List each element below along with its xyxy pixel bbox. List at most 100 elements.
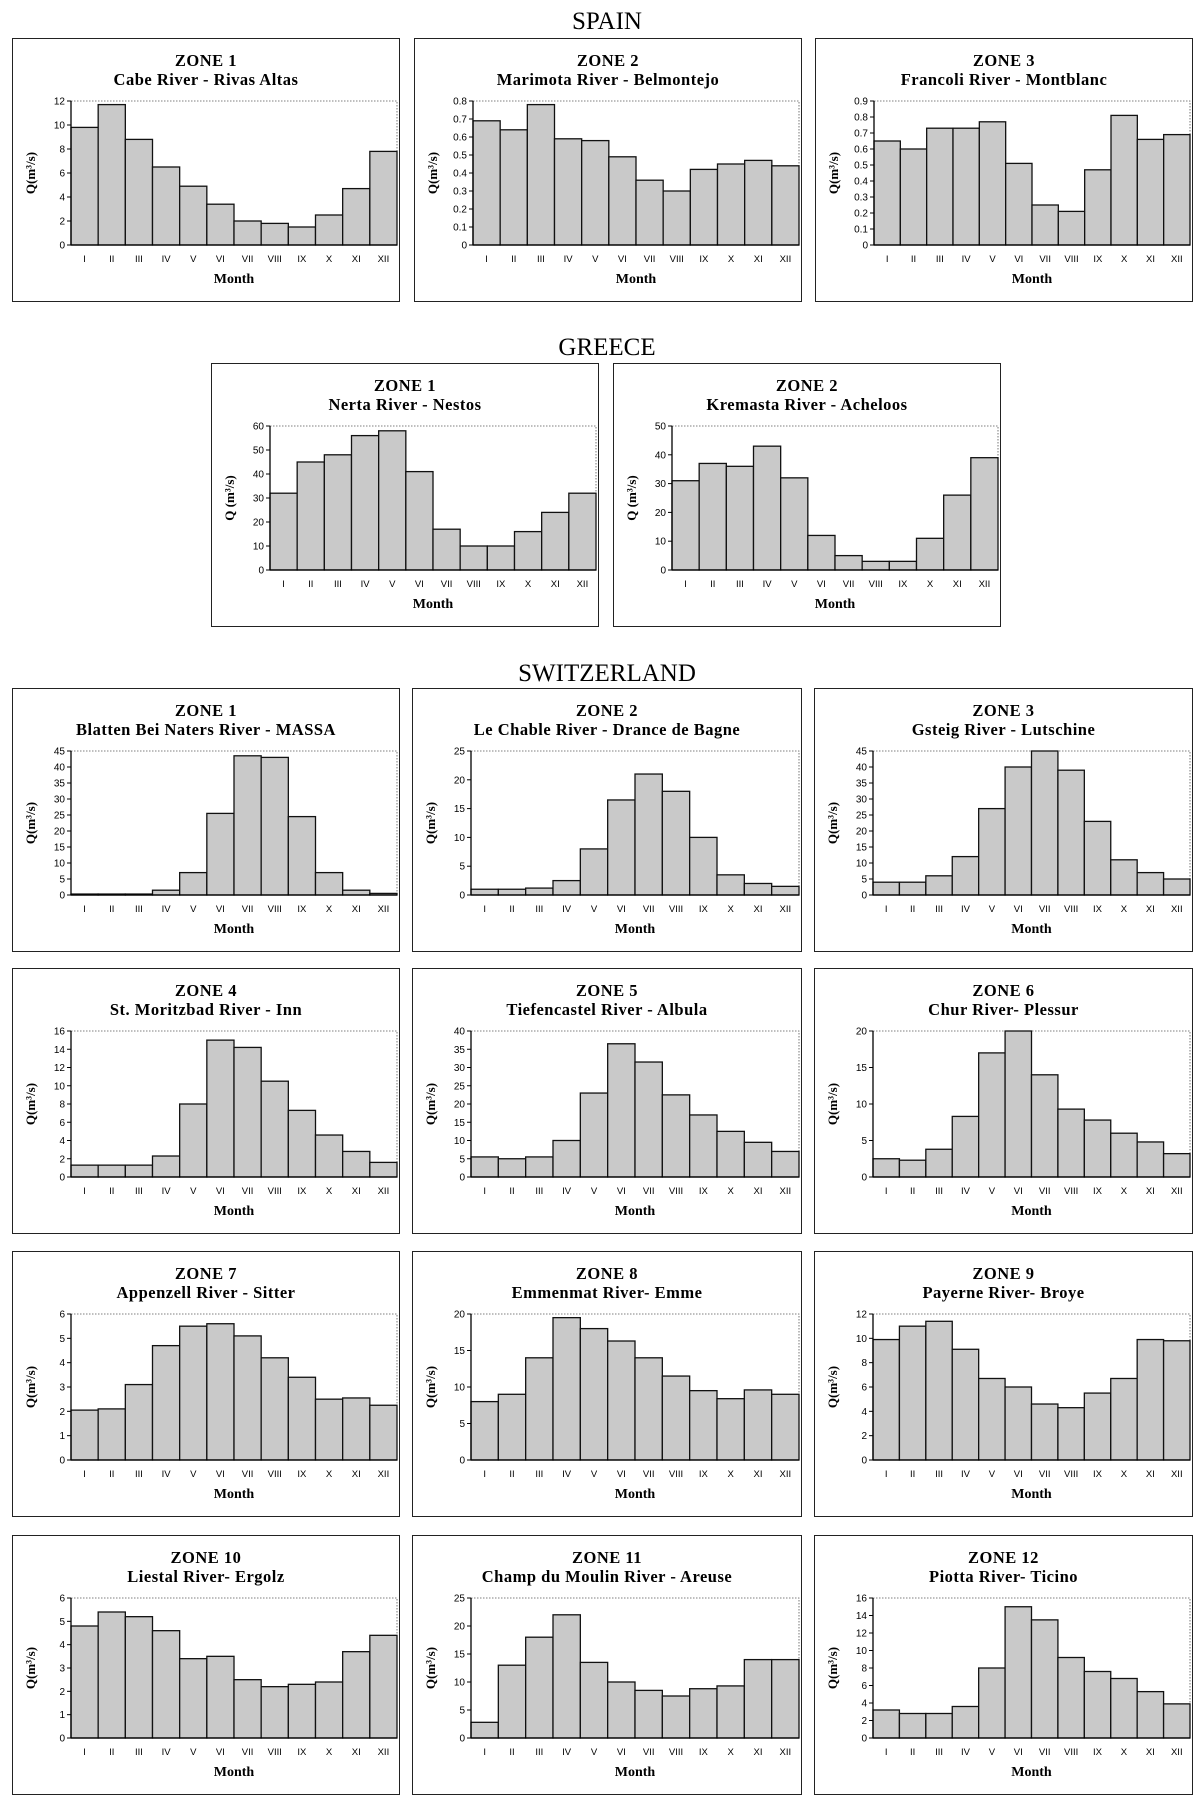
x-tick-label: XII [577, 579, 589, 590]
x-tick-label: XII [1171, 1186, 1183, 1197]
bar-IV [552, 1139, 581, 1178]
chart-title: ZONE 11 Champ du Moulin River - Areuse [413, 1548, 801, 1586]
bar-VI [206, 812, 235, 896]
zone-label: ZONE 1 [373, 376, 437, 395]
bar-I [872, 1158, 901, 1178]
x-tick-label: XII [378, 1469, 390, 1480]
x-tick-label: III [135, 254, 143, 265]
bar-X [314, 214, 344, 246]
y-tick-label: 30 [856, 795, 868, 806]
bar-X [1110, 1132, 1138, 1178]
country-title-switzerland: SWITZERLAND [518, 660, 696, 687]
x-tick-label: X [728, 254, 735, 265]
bar-IV [952, 127, 980, 246]
x-tick-label: V [591, 1469, 598, 1480]
y-tick-label: 50 [655, 422, 667, 433]
x-axis-label: Month [1011, 1765, 1052, 1780]
y-tick-label: 20 [253, 518, 265, 529]
bar-XII [1162, 878, 1191, 896]
y-tick-label: 30 [253, 494, 265, 505]
bar-X [1110, 1677, 1138, 1739]
bar-II [898, 1159, 927, 1178]
bar-V [179, 1658, 208, 1739]
bar-III [925, 875, 953, 896]
x-tick-label: IX [699, 1469, 709, 1480]
x-tick-label: XII [1171, 1469, 1183, 1480]
river-label: Payerne River- Broye [922, 1283, 1085, 1302]
x-tick-label: XI [754, 1469, 763, 1480]
river-label: Blatten Bei Naters River - MASSA [76, 720, 336, 739]
y-tick-label: 6 [59, 169, 65, 180]
y-tick-label: 35 [454, 1045, 466, 1056]
y-tick-label: 5 [459, 1154, 465, 1165]
bar-XII [771, 885, 800, 896]
x-tick-label: III [935, 904, 943, 915]
y-tick-label: 15 [454, 1346, 466, 1357]
x-tick-label: IX [1093, 1747, 1103, 1758]
bar-VII [233, 1335, 262, 1461]
bar-VIII [661, 1094, 691, 1178]
x-tick-label: XII [780, 254, 792, 265]
chart-title: ZONE 7 Appenzell River - Sitter [13, 1264, 399, 1302]
y-tick-label: 0 [461, 241, 467, 252]
bar-V [581, 139, 610, 246]
bar-II [499, 129, 528, 246]
x-tick-label: I [885, 1186, 888, 1197]
bar-IX [689, 1688, 718, 1739]
bar-VI [1004, 1606, 1033, 1739]
x-tick-label: XI [352, 1469, 361, 1480]
x-axis-label: Month [1012, 272, 1053, 287]
x-tick-label: II [511, 254, 516, 265]
x-tick-label: X [326, 1186, 333, 1197]
y-axis-label: Q(m³/s) [423, 1366, 438, 1408]
bar-V [579, 848, 609, 896]
bar-IX [689, 1389, 718, 1461]
y-tick-label: 20 [454, 1310, 466, 1321]
zone-label: ZONE 8 [575, 1264, 639, 1283]
y-tick-label: 8 [59, 145, 65, 156]
x-tick-label: X [326, 904, 333, 915]
x-tick-label: VI [216, 904, 225, 915]
river-label: Kremasta River - Acheloos [706, 395, 908, 414]
bar-IX [689, 836, 718, 896]
y-tick-label: 2 [861, 1716, 867, 1727]
bar-II [497, 1664, 527, 1739]
x-tick-label: V [791, 579, 798, 590]
x-tick-label: IX [699, 254, 709, 265]
y-tick-label: 15 [454, 1118, 466, 1129]
y-tick-label: 10 [856, 859, 868, 870]
chart-title: ZONE 2 Kremasta River - Acheloos [614, 376, 1000, 414]
chart-panel-switzerland-zone-9: ZONE 9 Payerne River- Broye 0 2 4 6 8 10 12 I II II… [814, 1251, 1193, 1517]
x-tick-label: V [989, 904, 996, 915]
x-tick-label: VI [216, 1469, 225, 1480]
x-tick-label: IX [1093, 904, 1103, 915]
x-axis-label: Month [1011, 1487, 1052, 1502]
x-tick-label: XI [754, 1747, 763, 1758]
y-tick-label: 60 [253, 422, 265, 433]
y-tick-label: 0 [258, 566, 264, 577]
x-tick-label: VIII [869, 579, 883, 590]
bar-VI [206, 1039, 235, 1178]
bar-IV [151, 889, 181, 896]
bar-III [124, 138, 154, 246]
bar-XII [369, 1404, 398, 1461]
x-tick-label: IV [361, 579, 371, 590]
bar-XII [1163, 133, 1191, 246]
bar-XII [1162, 1340, 1191, 1461]
y-tick-label: 25 [54, 811, 66, 822]
y-tick-label: 2 [861, 1431, 867, 1442]
x-tick-label: X [1121, 904, 1128, 915]
y-tick-label: 30 [655, 479, 667, 490]
x-tick-label: XI [1146, 1469, 1155, 1480]
zone-label: ZONE 3 [972, 51, 1036, 70]
zone-label: ZONE 2 [576, 51, 640, 70]
x-tick-label: X [326, 254, 333, 265]
bar-IV [752, 445, 782, 571]
bar-XII [369, 1634, 398, 1739]
y-tick-label: 4 [59, 1640, 65, 1651]
bar-VIII [1057, 1656, 1085, 1739]
bar-XI [743, 882, 773, 896]
x-axis-label: Month [214, 1204, 255, 1219]
